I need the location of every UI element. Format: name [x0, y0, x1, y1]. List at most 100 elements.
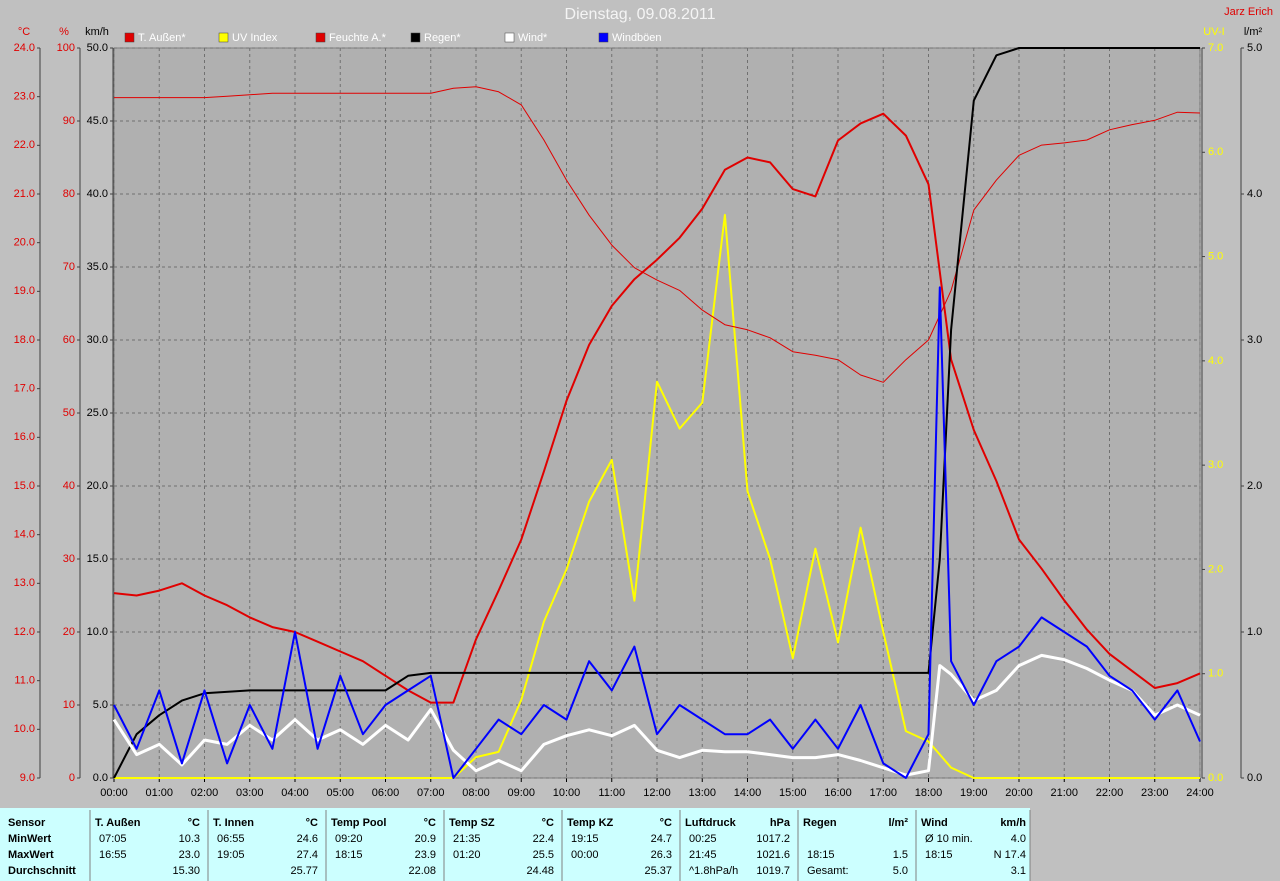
group-unit: hPa [770, 817, 791, 829]
cell-value: 3.1 [1011, 865, 1026, 877]
x-tick-label: 03:00 [236, 787, 264, 799]
y-tick-label: 50 [63, 407, 75, 419]
y-tick-label: 3.0 [1208, 459, 1223, 471]
group-name: Regen [803, 817, 837, 829]
legend-swatch [598, 32, 609, 43]
y-tick-label: 4.0 [1208, 355, 1223, 367]
y-tick-label: 60 [63, 334, 75, 346]
series-line [114, 213, 1200, 779]
series-line [112, 653, 1201, 777]
row-label: MaxWert [8, 849, 54, 861]
cell-value: 23.0 [179, 849, 200, 861]
legend-label: T. Außen* [138, 32, 186, 44]
cell-value: 22.4 [533, 833, 554, 845]
group-name: Wind [921, 817, 948, 829]
cell-value: 22.08 [408, 865, 436, 877]
x-tick-label: 11:00 [598, 787, 625, 799]
cell-value: 10.3 [179, 833, 200, 845]
y-tick-label: 22.0 [14, 139, 35, 151]
group-name: Temp KZ [567, 817, 614, 829]
y-tick-label: 23.0 [14, 91, 35, 103]
y-tick-label: 25.0 [87, 407, 108, 419]
y-tick-label: 17.0 [14, 383, 35, 395]
group-name: Temp SZ [449, 817, 495, 829]
x-tick-label: 00:00 [100, 787, 128, 799]
y-tick-label: 0.0 [1208, 772, 1223, 784]
cell-value: 4.0 [1011, 833, 1026, 845]
cell-value: N 17.4 [994, 849, 1026, 861]
y-tick-label: 10 [63, 699, 75, 711]
y-tick-label: 9.0 [20, 772, 35, 784]
cell-time: 00:00 [571, 849, 599, 861]
y-tick-label: 2.0 [1247, 480, 1262, 492]
y-tick-label: 10.0 [14, 723, 35, 735]
y-tick-label: 0.0 [1247, 772, 1262, 784]
y-tick-label: 15.0 [14, 480, 35, 492]
group-unit: l/m² [888, 817, 908, 829]
cell-value: 5.0 [893, 865, 908, 877]
group-name: Temp Pool [331, 817, 386, 829]
y-tick-label: 24.0 [14, 42, 35, 54]
cell-time: ^1.8hPa/h [689, 865, 738, 877]
y-tick-label: 20.0 [14, 237, 35, 249]
cell-value: 20.9 [415, 833, 436, 845]
legend-swatch [218, 32, 229, 43]
y-tick-label: 19.0 [14, 285, 35, 297]
y-tick-label: 11.0 [14, 675, 35, 687]
y-tick-label: 21.0 [14, 188, 35, 200]
cell-time: 18:15 [335, 849, 363, 861]
y-tick-label: 18.0 [14, 334, 35, 346]
y-tick-label: 40 [63, 480, 75, 492]
cell-time: 01:20 [453, 849, 481, 861]
cell-time: 19:15 [571, 833, 599, 845]
series-line [113, 286, 1201, 779]
cell-value: 15.30 [172, 865, 200, 877]
axis-unit: l/m² [1244, 26, 1263, 38]
y-tick-label: 7.0 [1208, 42, 1223, 54]
cell-time: 16:55 [99, 849, 127, 861]
axis-unit: km/h [85, 26, 109, 38]
y-tick-label: 1.0 [1247, 626, 1262, 638]
cell-value: 24.6 [297, 833, 318, 845]
y-tick-label: 13.0 [14, 577, 35, 589]
x-tick-label: 06:00 [372, 787, 400, 799]
cell-time: 21:45 [689, 849, 717, 861]
x-tick-label: 12:00 [643, 787, 671, 799]
y-tick-label: 45.0 [87, 115, 108, 127]
series-line [113, 47, 1200, 779]
group-unit: °C [188, 817, 200, 829]
x-tick-label: 22:00 [1096, 787, 1124, 799]
group-name: T. Außen [95, 817, 141, 829]
cell-value: 1.5 [893, 849, 908, 861]
cell-value: 1021.6 [756, 849, 790, 861]
y-tick-label: 3.0 [1247, 334, 1262, 346]
legend-label: Regen* [424, 32, 461, 44]
y-tick-label: 35.0 [87, 261, 108, 273]
y-tick-label: 14.0 [14, 529, 35, 541]
x-tick-label: 17:00 [869, 787, 897, 799]
y-tick-label: 70 [63, 261, 75, 273]
y-tick-label: 2.0 [1208, 563, 1223, 575]
x-tick-label: 13:00 [688, 787, 716, 799]
cell-value: 26.3 [651, 849, 672, 861]
x-tick-label: 05:00 [326, 787, 354, 799]
legend-swatch [124, 32, 135, 43]
group-unit: °C [660, 817, 672, 829]
x-tick-label: 02:00 [191, 787, 219, 799]
row-label: Durchschnitt [8, 865, 76, 877]
cell-value: 25.5 [533, 849, 554, 861]
x-tick-label: 09:00 [507, 787, 535, 799]
y-tick-label: 100 [57, 42, 75, 54]
cell-value: 1017.2 [756, 833, 790, 845]
y-tick-label: 12.0 [14, 626, 35, 638]
x-tick-label: 16:00 [824, 787, 852, 799]
axis-unit: % [59, 26, 69, 38]
y-tick-label: 6.0 [1208, 146, 1223, 158]
legend-label: Wind* [518, 32, 548, 44]
chart-title: Dienstag, 09.08.2011 [565, 6, 716, 23]
cell-time: 07:05 [99, 833, 127, 845]
y-tick-label: 1.0 [1208, 668, 1223, 680]
y-tick-label: 40.0 [87, 188, 108, 200]
